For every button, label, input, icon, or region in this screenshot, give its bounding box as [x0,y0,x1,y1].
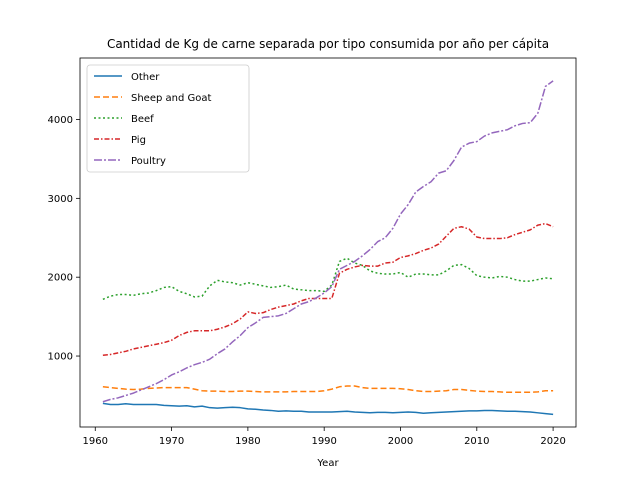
x-tick-label: 1980 [235,436,260,447]
legend-box [86,64,250,173]
x-tick-label: 1960 [83,436,108,447]
x-tick-label: 1990 [311,436,336,447]
y-tick-label: 1000 [48,352,73,363]
series-lines [102,80,554,416]
legend-label: Other [131,72,160,83]
legend-label: Pig [131,135,146,146]
y-tick-label: 4000 [48,115,73,126]
x-axis: 1960 1970 1980 1990 2000 2010 2020 [83,427,566,447]
series-line-poultry [102,80,554,403]
x-tick-label: 2010 [464,436,489,447]
x-tick-label: 2000 [388,436,413,447]
chart-title: Cantidad de Kg de carne separada por tip… [107,37,549,51]
legend-label: Beef [131,114,154,125]
x-tick-label: 2020 [540,436,565,447]
series-line-pig [102,222,554,356]
axes-frame [79,57,577,428]
legend-label: Sheep and Goat [131,93,212,104]
x-axis-label: Year [316,458,339,469]
y-axis: 1000 2000 3000 4000 [48,115,80,363]
series-line-other [102,402,554,416]
y-tick-label: 3000 [48,194,73,205]
series-line-sheep-and-goat [102,385,554,394]
legend: Other Sheep and Goat Beef Pig Poultry [86,64,250,173]
series-line-beef [102,257,554,300]
y-tick-label: 2000 [48,273,73,284]
x-tick-label: 1970 [159,436,184,447]
legend-label: Poultry [131,156,166,167]
